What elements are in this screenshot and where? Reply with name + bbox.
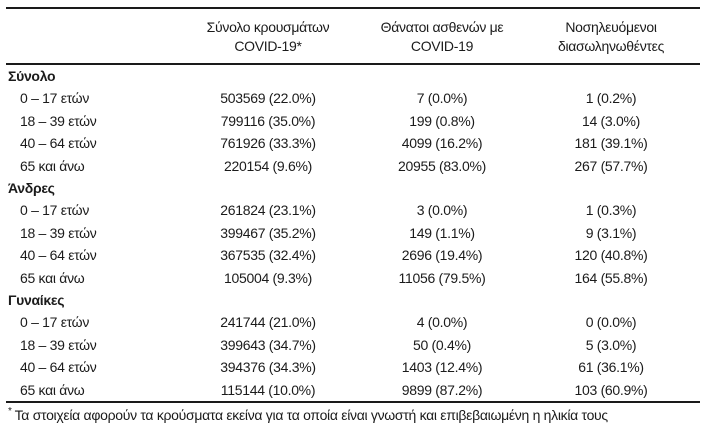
- table-row: 18 – 39 ετών 399643 (34.7%) 50 (0.4%) 5 …: [6, 334, 700, 356]
- intubated-value: 5 (3.0%): [585, 336, 637, 353]
- table-body: Σύνολο 0 – 17 ετών 503569 (22.0%) 7 (0.0…: [6, 64, 700, 402]
- intubated-value: 181 (39.1%): [574, 135, 648, 152]
- intubated-value: 1 (0.3%): [585, 202, 637, 219]
- deaths-value: 2696 (19.4%): [401, 247, 483, 264]
- row-label: 40 – 64 ετών: [20, 247, 97, 264]
- section-header-row-men: Άνδρες: [6, 177, 700, 199]
- header-row: Σύνολο κρουσμάτων COVID-19* Θάνατοι ασθε…: [6, 8, 700, 64]
- deaths-value: 4 (0.0%): [416, 314, 468, 331]
- cases-value: 394376 (34.3%): [220, 359, 316, 376]
- cases-value: 503569 (22.0%): [220, 90, 316, 107]
- section-label-men: Άνδρες: [8, 180, 55, 197]
- deaths-value: 4099 (16.2%): [401, 135, 483, 152]
- header-intubated-line1: Νοσηλευόμενοι: [565, 19, 657, 35]
- cases-value: 220154 (9.6%): [224, 157, 312, 174]
- table-row: 65 και άνω 115144 (10.0%) 9899 (87.2%) 1…: [6, 379, 700, 402]
- intubated-value: 120 (40.8%): [574, 247, 648, 264]
- table-row: 0 – 17 ετών 261824 (23.1%) 3 (0.0%) 1 (0…: [6, 199, 700, 221]
- table-row: 0 – 17 ετών 241744 (21.0%) 4 (0.0%) 0 (0…: [6, 311, 700, 333]
- deaths-value: 199 (0.8%): [409, 112, 475, 129]
- cases-value: 399467 (35.2%): [220, 224, 316, 241]
- table-row: 40 – 64 ετών 761926 (33.3%) 4099 (16.2%)…: [6, 132, 700, 154]
- row-label: 0 – 17 ετών: [20, 314, 90, 331]
- header-intubated-line2: διασωληνωθέντες: [557, 38, 665, 54]
- intubated-value: 267 (57.7%): [574, 157, 648, 174]
- intubated-value: 0 (0.0%): [585, 314, 637, 331]
- table-row: 18 – 39 ετών 799116 (35.0%) 199 (0.8%) 1…: [6, 110, 700, 132]
- deaths-value: 1403 (12.4%): [401, 359, 483, 376]
- cases-value: 799116 (35.0%): [220, 112, 316, 129]
- covid-age-statistics-table: Σύνολο κρουσμάτων COVID-19* Θάνατοι ασθε…: [6, 7, 700, 404]
- cases-value: 241744 (21.0%): [220, 314, 316, 331]
- table-row: 40 – 64 ετών 367535 (32.4%) 2696 (19.4%)…: [6, 244, 700, 266]
- deaths-value: 50 (0.4%): [413, 336, 471, 353]
- header-total-cases: Σύνολο κρουσμάτων COVID-19*: [174, 8, 362, 64]
- table-footnote: * Τα στοιχεία αφορούν τα κρούσματα εκείνα…: [6, 406, 700, 424]
- deaths-value: 9899 (87.2%): [401, 381, 483, 398]
- report-table-page: Σύνολο κρουσμάτων COVID-19* Θάνατοι ασθε…: [6, 7, 700, 423]
- header-intubated: Νοσηλευόμενοι διασωληνωθέντες: [522, 8, 700, 64]
- deaths-value: 20955 (83.0%): [398, 157, 486, 174]
- footnote-text: Τα στοιχεία αφορούν τα κρούσματα εκείνα …: [14, 407, 609, 424]
- row-label: 18 – 39 ετών: [20, 224, 97, 241]
- row-label: 65 και άνω: [20, 157, 85, 174]
- header-deaths-line1: Θάνατοι ασθενών με: [380, 19, 504, 35]
- section-header-row-total: Σύνολο: [6, 64, 700, 87]
- row-label: 18 – 39 ετών: [20, 336, 97, 353]
- row-label: 40 – 64 ετών: [20, 359, 97, 376]
- header-empty-cell: [6, 8, 174, 64]
- table-row: 65 και άνω 220154 (9.6%) 20955 (83.0%) 2…: [6, 155, 700, 177]
- table-row: 18 – 39 ετών 399467 (35.2%) 149 (1.1%) 9…: [6, 222, 700, 244]
- table-header: Σύνολο κρουσμάτων COVID-19* Θάνατοι ασθε…: [6, 8, 700, 64]
- deaths-value: 3 (0.0%): [416, 202, 468, 219]
- row-label: 40 – 64 ετών: [20, 135, 97, 152]
- intubated-value: 14 (3.0%): [582, 112, 640, 129]
- row-label: 0 – 17 ετών: [20, 90, 90, 107]
- table-row: 40 – 64 ετών 394376 (34.3%) 1403 (12.4%)…: [6, 356, 700, 378]
- deaths-value: 149 (1.1%): [409, 224, 475, 241]
- intubated-value: 164 (55.8%): [574, 269, 648, 286]
- section-label-total: Σύνολο: [8, 68, 56, 84]
- cases-value: 105004 (9.3%): [224, 269, 312, 286]
- intubated-value: 1 (0.2%): [585, 90, 637, 107]
- cases-value: 115144 (10.0%): [220, 381, 316, 398]
- header-total-cases-line1: Σύνολο κρουσμάτων: [206, 19, 330, 35]
- cases-value: 399643 (34.7%): [220, 336, 316, 353]
- section-label-women: Γυναίκες: [8, 292, 65, 309]
- table-row: 0 – 17 ετών 503569 (22.0%) 7 (0.0%) 1 (0…: [6, 87, 700, 109]
- intubated-value: 9 (3.1%): [585, 224, 637, 241]
- deaths-value: 11056 (79.5%): [398, 269, 486, 286]
- header-deaths: Θάνατοι ασθενών με COVID-19: [362, 8, 522, 64]
- section-header-row-women: Γυναίκες: [6, 289, 700, 311]
- footnote-asterisk: *: [8, 406, 12, 418]
- row-label: 18 – 39 ετών: [20, 112, 97, 129]
- header-deaths-line2: COVID-19: [410, 38, 474, 54]
- header-total-cases-line2: COVID-19*: [234, 38, 302, 54]
- row-label: 0 – 17 ετών: [20, 202, 90, 219]
- table-row: 65 και άνω 105004 (9.3%) 11056 (79.5%) 1…: [6, 267, 700, 289]
- row-label: 65 και άνω: [20, 269, 85, 286]
- deaths-value: 7 (0.0%): [416, 90, 468, 107]
- cases-value: 367535 (32.4%): [220, 247, 316, 264]
- intubated-value: 103 (60.9%): [574, 381, 648, 398]
- cases-value: 761926 (33.3%): [220, 135, 316, 152]
- intubated-value: 61 (36.1%): [578, 359, 644, 376]
- cases-value: 261824 (23.1%): [220, 202, 316, 219]
- row-label: 65 και άνω: [20, 381, 85, 398]
